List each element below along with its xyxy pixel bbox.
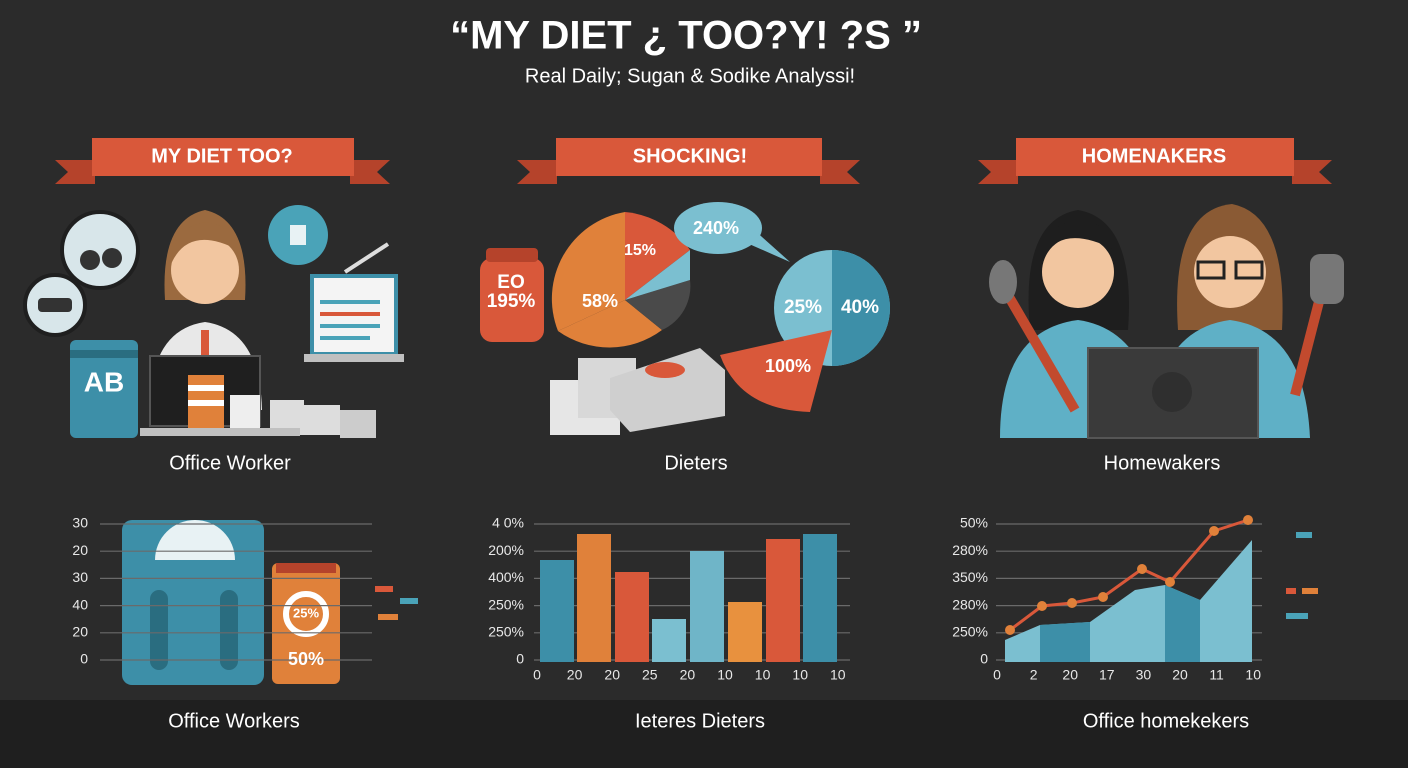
line-point — [1037, 601, 1047, 611]
line-point — [1209, 526, 1219, 536]
bar — [540, 560, 574, 662]
y-axis-label: 350% — [952, 569, 988, 585]
bar — [577, 534, 611, 662]
y-axis-label: 4 0% — [492, 515, 524, 531]
office-worker-illustration — [23, 205, 404, 438]
y-axis-label: 200% — [488, 542, 524, 558]
y-axis-label: 280% — [952, 596, 988, 612]
x-axis-label: 20 — [567, 667, 583, 683]
y-axis-label: 50% — [960, 515, 988, 531]
ribbon-text: HOMENAKERS — [1082, 145, 1226, 167]
y-axis-label: 0 — [516, 651, 524, 667]
area-dark — [1165, 585, 1200, 662]
x-axis-label: 10 — [830, 667, 846, 683]
line-point — [1165, 577, 1175, 587]
panel-caption: Ieteres Dieters — [635, 710, 765, 732]
x-axis-label: 17 — [1099, 667, 1115, 683]
callout: 25% — [293, 605, 319, 620]
callout: 58% — [582, 291, 618, 311]
subtitle: Real Daily; Sugan & Sodike Analyssi! — [525, 65, 855, 87]
bar — [766, 539, 800, 662]
panel-label: Office Worker — [169, 452, 291, 474]
x-axis-label: 30 — [1136, 667, 1152, 683]
y-axis-label: 40 — [72, 596, 88, 612]
title: “MY DIET ¿ TOO?Y! ?S ” — [450, 14, 922, 58]
y-axis-label: 0 — [80, 651, 88, 667]
line-point — [1098, 592, 1108, 602]
callout: 50% — [288, 649, 324, 669]
ribbons — [55, 138, 1332, 184]
y-axis-label: 30 — [72, 569, 88, 585]
scale-illustration — [122, 520, 1318, 685]
y-axis-label: 20 — [72, 542, 88, 558]
y-axis-label: 30 — [72, 515, 88, 531]
callout: 40% — [841, 297, 879, 318]
bar — [615, 572, 649, 662]
bar — [803, 534, 837, 662]
x-axis-label: 20 — [604, 667, 620, 683]
y-axis-label: 250% — [952, 624, 988, 640]
y-axis-label: 250% — [488, 624, 524, 640]
ribbon-text: MY DIET TOO? — [151, 145, 293, 167]
x-axis-label: 25 — [642, 667, 658, 683]
panel-caption: Office Workers — [168, 710, 300, 732]
x-axis-label: 20 — [680, 667, 696, 683]
bar — [728, 602, 762, 662]
y-axis-label: 0 — [980, 651, 988, 667]
ribbon-text: SHOCKING! — [633, 145, 747, 167]
x-axis-label: 10 — [1245, 667, 1261, 683]
x-axis-label: 20 — [1172, 667, 1188, 683]
line-point — [1005, 625, 1015, 635]
x-axis-label: 0 — [533, 667, 541, 683]
callout: 15% — [624, 242, 656, 259]
x-axis-label: 10 — [755, 667, 771, 683]
x-axis-label: 0 — [993, 667, 1001, 683]
callout: EO — [497, 272, 524, 293]
line — [1009, 518, 1249, 632]
y-axis-label: 400% — [488, 569, 524, 585]
callout: 25% — [784, 297, 822, 318]
line-point — [1137, 564, 1147, 574]
x-axis-label: 2 — [1030, 667, 1038, 683]
y-axis-label: 20 — [72, 624, 88, 640]
bar — [690, 551, 724, 662]
callout: 195% — [487, 291, 536, 312]
x-axis-label: 10 — [792, 667, 808, 683]
line-point — [1243, 515, 1253, 525]
panel-label: Dieters — [664, 452, 727, 474]
panel-caption: Office homekekers — [1083, 710, 1249, 732]
callout: 240% — [693, 218, 739, 238]
x-axis-label: 11 — [1209, 667, 1224, 683]
footer-band — [0, 700, 1408, 768]
panel-label: Homewakers — [1104, 452, 1221, 474]
x-axis-label: 10 — [717, 667, 733, 683]
y-axis-label: 280% — [952, 542, 988, 558]
callout: 100% — [765, 356, 811, 376]
dieters-illustration — [480, 202, 890, 435]
x-axis-label: 20 — [1062, 667, 1078, 683]
y-axis-label: 250% — [488, 596, 524, 612]
can-label: AB — [84, 366, 124, 397]
line-point — [1067, 598, 1077, 608]
homemakers-illustration — [989, 204, 1344, 439]
area-dark — [1040, 622, 1090, 662]
bar — [652, 619, 686, 662]
